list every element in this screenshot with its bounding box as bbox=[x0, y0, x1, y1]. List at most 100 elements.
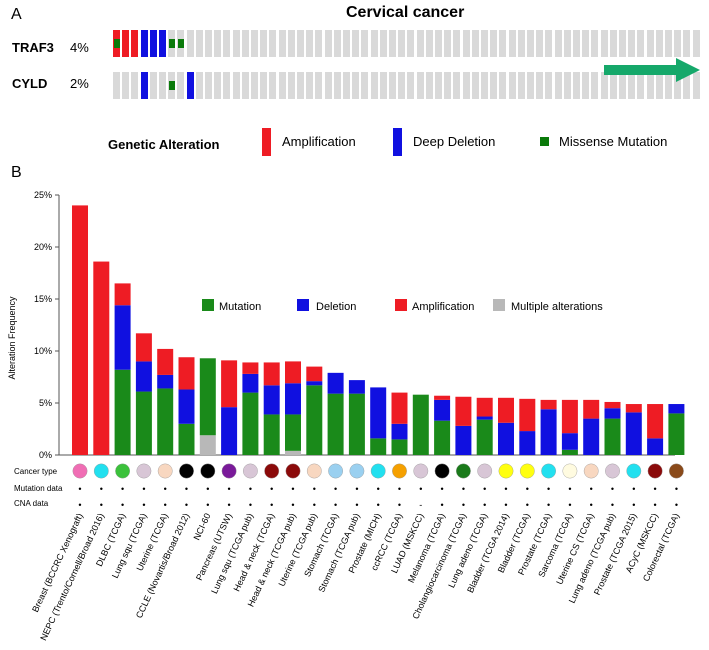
bar-segment-mutation bbox=[391, 439, 408, 455]
oncoprint-cell bbox=[582, 30, 590, 57]
cna-data-mark: • bbox=[355, 500, 358, 510]
cancer-type-dot bbox=[519, 463, 535, 479]
oncoprint-cell bbox=[416, 30, 424, 57]
direction-arrow-icon bbox=[604, 58, 700, 82]
oncoprint-cell bbox=[223, 30, 231, 57]
bar-segment-mutation bbox=[306, 385, 323, 455]
oncoprint-cell bbox=[462, 72, 470, 99]
cna-data-mark: • bbox=[398, 500, 401, 510]
oncoprint-cell bbox=[278, 30, 286, 57]
oncoprint-cell bbox=[186, 30, 194, 57]
cna-data-mark: • bbox=[632, 500, 635, 510]
mutation-data-mark: • bbox=[504, 484, 507, 494]
cancer-type-dot bbox=[285, 463, 301, 479]
y-tick-label: 25% bbox=[34, 190, 52, 200]
cna-data-mark: • bbox=[313, 500, 316, 510]
bar-segment-amplification bbox=[540, 399, 557, 410]
mutation-data-mark: • bbox=[121, 484, 124, 494]
mutation-data-mark: • bbox=[675, 484, 678, 494]
oncoprint-cell bbox=[582, 72, 590, 99]
oncoprint-cell bbox=[471, 30, 479, 57]
deep-deletion-cell bbox=[159, 30, 166, 57]
oncoprint-cell bbox=[379, 30, 387, 57]
oncoprint-cell bbox=[370, 72, 378, 99]
bar-segment-amplification bbox=[157, 348, 174, 375]
oncoprint-cell bbox=[435, 30, 442, 57]
cancer-type-dot bbox=[413, 463, 429, 479]
oncoprint-cell bbox=[251, 72, 258, 99]
oncoprint-cell bbox=[389, 30, 396, 57]
legend-swatch-amplification-b bbox=[395, 299, 407, 311]
missense-mutation-mark bbox=[168, 81, 175, 90]
oncoprint-cell bbox=[333, 72, 341, 99]
legend-swatch-multiple bbox=[493, 299, 505, 311]
legend-label-multiple: Multiple alterations bbox=[511, 301, 603, 313]
deep-deletion-cell bbox=[186, 72, 194, 99]
oncoprint-cell bbox=[177, 72, 185, 99]
cna-data-mark: • bbox=[462, 500, 465, 510]
bar-segment-amplification bbox=[285, 361, 301, 384]
cancer-type-dot bbox=[157, 463, 173, 479]
bar-segment-deletion bbox=[242, 373, 259, 393]
bar-segment-deletion bbox=[221, 407, 238, 455]
oncoprint-cell bbox=[232, 72, 240, 99]
legend-label-amplification-b: Amplification bbox=[412, 301, 474, 313]
gene-label-cyld: CYLD bbox=[12, 76, 48, 91]
oncoprint-cell bbox=[527, 30, 534, 57]
oncoprint-cell bbox=[232, 30, 240, 57]
oncoprint-cell bbox=[573, 30, 580, 57]
bar-segment-amplification bbox=[434, 395, 451, 400]
oncoprint-cell bbox=[563, 30, 571, 57]
oncoprint-cell bbox=[481, 30, 488, 57]
oncoprint-cell bbox=[407, 72, 415, 99]
row-label-mutation-data: Mutation data bbox=[14, 484, 63, 493]
mutation-data-mark: • bbox=[334, 484, 337, 494]
bar-segment-deletion bbox=[583, 418, 600, 455]
bar-segment-deletion bbox=[625, 412, 642, 455]
oncoprint-cell bbox=[361, 72, 369, 99]
bar-segment-amplification bbox=[72, 205, 88, 455]
mutation-data-mark: • bbox=[419, 484, 422, 494]
cna-data-mark: • bbox=[206, 500, 209, 510]
oncoprint-cell bbox=[517, 72, 525, 99]
oncoprint-cell bbox=[260, 72, 268, 99]
bar-segment-mutation bbox=[285, 414, 301, 451]
oncoprint-cell bbox=[278, 72, 286, 99]
amplification-cell bbox=[131, 30, 139, 57]
cna-data-mark: • bbox=[590, 500, 593, 510]
bar-segment-amplification bbox=[93, 261, 110, 455]
oncoprint-cell bbox=[692, 30, 700, 57]
amplification-cell bbox=[122, 30, 130, 57]
mutation-data-mark: • bbox=[377, 484, 380, 494]
mutation-data-mark: • bbox=[185, 484, 188, 494]
legend-swatch-deletion bbox=[297, 299, 309, 311]
y-tick-label: 5% bbox=[39, 398, 52, 408]
oncoprint-cell bbox=[637, 30, 645, 57]
y-tick-label: 20% bbox=[34, 242, 52, 252]
cancer-type-dot bbox=[605, 463, 620, 479]
bar-segment-deletion bbox=[476, 416, 493, 420]
gene-label-traf3: TRAF3 bbox=[12, 40, 54, 55]
legend-swatch-amplification bbox=[262, 128, 271, 156]
oncoprint-cell bbox=[619, 30, 626, 57]
oncoprint-cell bbox=[389, 72, 396, 99]
bar-segment-mutation bbox=[434, 420, 451, 455]
panel-b-label: B bbox=[11, 164, 22, 181]
mutation-data-mark: • bbox=[206, 484, 209, 494]
cancer-type-dot bbox=[626, 463, 642, 479]
oncoprint-cell bbox=[609, 72, 617, 99]
cna-data-mark: • bbox=[441, 500, 444, 510]
oncoprint-cell bbox=[591, 72, 599, 99]
mutation-data-mark: • bbox=[568, 484, 571, 494]
oncoprint-cell bbox=[536, 30, 544, 57]
bar-segment-amplification bbox=[519, 398, 536, 432]
oncoprint-cell bbox=[545, 30, 553, 57]
cancer-type-dot bbox=[349, 463, 365, 479]
bar-segment-mutation bbox=[178, 423, 195, 455]
oncoprint-cell bbox=[379, 72, 387, 99]
oncoprint-cell bbox=[665, 30, 672, 57]
oncoprint-cell bbox=[195, 72, 203, 99]
bar-segment-mutation bbox=[114, 369, 131, 455]
deep-deletion-cell bbox=[140, 72, 148, 99]
bar-segment-mutation bbox=[561, 449, 578, 455]
